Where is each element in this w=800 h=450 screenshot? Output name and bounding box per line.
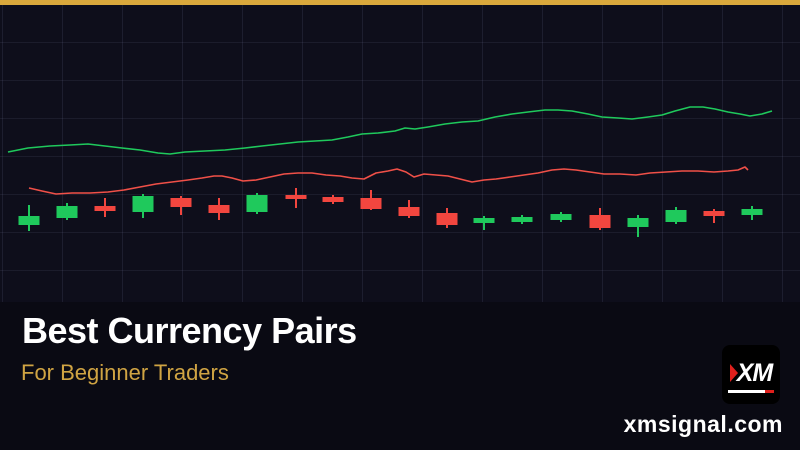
- caption-band: [0, 302, 800, 450]
- xm-logo-text: XM: [736, 358, 773, 387]
- candle-body: [398, 207, 420, 216]
- website-url: xmsignal.com: [623, 411, 783, 437]
- candle-down: [360, 190, 382, 210]
- candle-body: [208, 205, 230, 213]
- candle-down: [398, 200, 420, 218]
- candle-up: [56, 203, 78, 220]
- page-subtitle: For Beginner Traders: [21, 360, 229, 385]
- line-series-upper-ma-green: [7, 106, 773, 155]
- candle-body: [360, 198, 382, 209]
- candlestick-chart: [7, 106, 773, 237]
- candle-down: [703, 209, 725, 223]
- candle-body: [94, 206, 116, 211]
- candle-up: [18, 205, 40, 231]
- candle-up: [741, 206, 763, 220]
- candle-body: [436, 213, 458, 225]
- candle-up: [511, 215, 533, 224]
- page-title: Best Currency Pairs: [22, 310, 357, 351]
- candle-down: [94, 198, 116, 217]
- xm-logo-underline: [728, 389, 774, 393]
- candle-down: [170, 196, 192, 215]
- candle-body: [246, 195, 268, 212]
- candle-up: [132, 194, 154, 218]
- candle-body: [56, 206, 78, 218]
- candle-body: [285, 195, 307, 199]
- candle-up: [665, 207, 687, 224]
- candle-up: [473, 216, 495, 230]
- xm-logo: XM: [722, 345, 780, 404]
- gold-accent-bar: [0, 0, 800, 5]
- candle-up: [627, 215, 649, 237]
- candle-up: [246, 193, 268, 214]
- candle-up: [550, 212, 572, 222]
- chart-background: [0, 0, 800, 302]
- line-series-lower-ma-red: [28, 166, 749, 195]
- candle-body: [170, 198, 192, 207]
- candle-down: [436, 208, 458, 228]
- xm-logo-row: XM: [729, 358, 773, 387]
- candle-down: [322, 195, 344, 204]
- candle-down: [208, 198, 230, 220]
- candle-body: [511, 217, 533, 222]
- candle-body: [665, 210, 687, 222]
- candle-body: [741, 209, 763, 215]
- candle-body: [627, 218, 649, 227]
- xm-logo-underline-red-tip: [765, 389, 774, 393]
- candle-body: [550, 214, 572, 220]
- candle-body: [473, 218, 495, 223]
- candle-down: [589, 208, 611, 230]
- xm-logo-triangle-icon: [729, 364, 738, 382]
- candle-body: [322, 197, 344, 202]
- candle-down: [285, 188, 307, 208]
- candle-body: [703, 211, 725, 216]
- candle-body: [132, 196, 154, 212]
- candle-body: [18, 216, 40, 225]
- candle-body: [589, 215, 611, 228]
